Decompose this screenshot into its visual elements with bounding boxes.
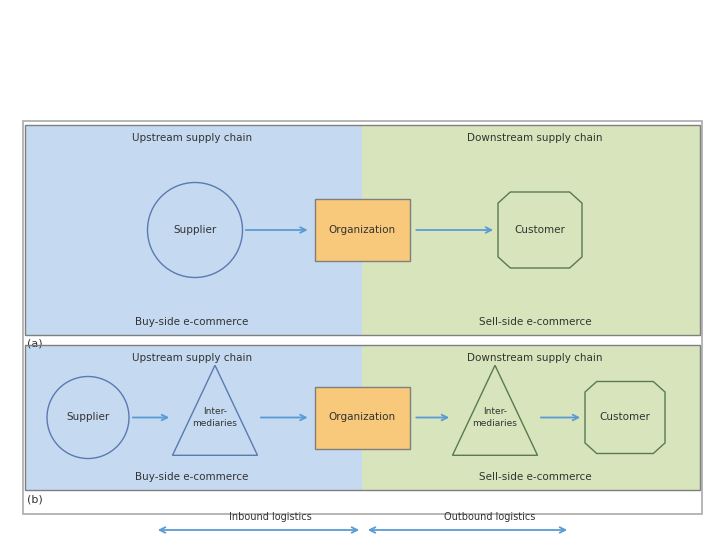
FancyBboxPatch shape — [315, 387, 410, 449]
Text: Downstream supply chain: Downstream supply chain — [467, 353, 603, 363]
Text: Buy-side e-commerce: Buy-side e-commerce — [135, 472, 248, 482]
FancyBboxPatch shape — [23, 121, 702, 514]
Ellipse shape — [47, 376, 129, 458]
Text: Organization: Organization — [328, 225, 395, 235]
Text: Sell-side e-commerce: Sell-side e-commerce — [479, 317, 591, 327]
Text: Upstream supply chain: Upstream supply chain — [132, 353, 252, 363]
Text: Supplier: Supplier — [66, 413, 109, 422]
FancyBboxPatch shape — [315, 199, 410, 261]
Polygon shape — [452, 365, 538, 455]
Text: (b): (b) — [27, 494, 42, 504]
Polygon shape — [585, 381, 665, 454]
Text: Organization: Organization — [328, 413, 395, 422]
Text: Customer: Customer — [600, 413, 650, 422]
Polygon shape — [498, 192, 582, 268]
Text: Inter-
mediaries: Inter- mediaries — [192, 408, 238, 428]
Ellipse shape — [148, 183, 243, 278]
Text: Upstream supply chain: Upstream supply chain — [132, 133, 252, 143]
Text: Outbound logistics: Outbound logistics — [444, 512, 536, 522]
FancyBboxPatch shape — [362, 345, 700, 490]
Text: Buy-side e-commerce: Buy-side e-commerce — [135, 317, 248, 327]
Text: Supplier: Supplier — [174, 225, 217, 235]
Polygon shape — [173, 365, 258, 455]
Text: Customer: Customer — [515, 225, 565, 235]
Text: Inbound logistics: Inbound logistics — [229, 512, 311, 522]
Text: Sell-side e-commerce: Sell-side e-commerce — [479, 472, 591, 482]
Text: (a): (a) — [27, 339, 42, 349]
FancyBboxPatch shape — [25, 345, 362, 490]
Text: Inter-
mediaries: Inter- mediaries — [472, 408, 518, 428]
FancyBboxPatch shape — [25, 125, 362, 335]
FancyBboxPatch shape — [362, 125, 700, 335]
Text: Downstream supply chain: Downstream supply chain — [467, 133, 603, 143]
